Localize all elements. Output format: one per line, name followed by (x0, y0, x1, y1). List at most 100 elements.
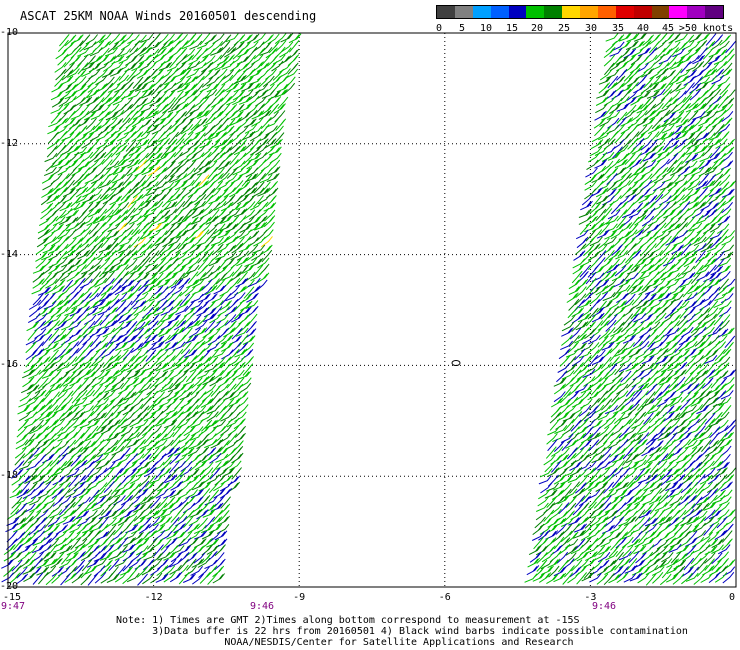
wind-barb (221, 60, 235, 70)
wind-barb (182, 264, 194, 277)
wind-barb (35, 251, 48, 262)
legend-swatch (508, 6, 527, 18)
wind-barb (38, 571, 49, 585)
wind-barb (165, 279, 178, 291)
wind-barb (654, 47, 666, 60)
wind-barb (173, 404, 186, 417)
wind-barb (595, 433, 608, 446)
wind-barb (691, 131, 703, 144)
wind-barb (681, 293, 693, 306)
wind-barb (81, 90, 93, 102)
wind-barb (574, 495, 586, 508)
wind-barb (188, 515, 202, 527)
note-line-3: NOAA/NESDIS/Center for Satellite Applica… (116, 637, 574, 648)
wind-barb (159, 516, 173, 527)
wind-barb (633, 32, 647, 42)
wind-barb (24, 411, 38, 422)
wind-barb (647, 370, 659, 383)
wind-barb (129, 425, 142, 438)
wind-barb (255, 229, 268, 242)
wind-barb (1, 572, 14, 583)
wind-barb (722, 571, 735, 584)
wind-barb (658, 341, 672, 353)
wind-barb (606, 172, 618, 185)
wind-barb (268, 41, 280, 54)
wind-barb (205, 284, 218, 296)
wind-barb (48, 349, 59, 363)
wind-barb (32, 536, 46, 546)
wind-barb (694, 335, 707, 347)
wind-barb (102, 327, 116, 338)
wind-barb (601, 208, 613, 221)
wind-barb (190, 383, 202, 396)
wind-barb (137, 228, 149, 242)
wind-barb (16, 573, 29, 585)
wind-barb (666, 104, 678, 117)
wind-barb (690, 271, 702, 285)
wind-barb (65, 216, 79, 227)
wind-barb (57, 314, 69, 327)
wind-barb (614, 502, 627, 514)
wind-barb (99, 489, 113, 499)
wind-barb (72, 411, 86, 421)
wind-barb (612, 222, 625, 233)
wind-barb (653, 277, 666, 289)
wind-barb (181, 320, 194, 333)
wind-barb (675, 130, 689, 141)
wind-barb (123, 341, 137, 352)
wind-barb (147, 398, 159, 411)
wind-barb (68, 320, 82, 331)
wind-barb (177, 551, 190, 564)
wind-barb (170, 510, 182, 523)
wind-barb (136, 68, 150, 79)
wind-barb (99, 313, 111, 326)
wind-barb (177, 236, 189, 250)
wind-barb (574, 482, 587, 494)
wind-barb (680, 48, 693, 59)
wind-barb (254, 221, 268, 231)
wind-barb (155, 362, 169, 372)
wind-barb (36, 502, 49, 513)
wind-barb (713, 55, 727, 65)
wind-barb (681, 376, 694, 388)
wind-barb (125, 446, 139, 457)
wind-barb (121, 419, 134, 429)
wind-barb (59, 33, 70, 47)
wind-barb (114, 306, 126, 319)
wind-barb (648, 495, 662, 505)
wind-barb (152, 272, 164, 285)
wind-barb (153, 529, 166, 542)
wind-barb (607, 439, 621, 449)
wind-barb (600, 313, 612, 326)
wind-barb (218, 160, 231, 171)
wind-barb (686, 139, 700, 150)
wind-barb (641, 446, 654, 457)
wind-barb (189, 362, 203, 373)
wind-barb (160, 390, 174, 401)
wind-barb (212, 243, 224, 256)
wind-barb (104, 249, 117, 262)
wind-barb (238, 321, 251, 334)
wind-barb (231, 467, 242, 480)
wind-barb (149, 432, 162, 444)
wind-barb (197, 557, 211, 568)
wind-barb (151, 215, 164, 226)
wind-barb (52, 467, 66, 477)
wind-barb (645, 285, 658, 295)
wind-barb (124, 130, 137, 142)
legend-label: 40 (636, 23, 650, 34)
wind-barb (605, 509, 618, 521)
wind-barb (47, 131, 59, 144)
wind-barb (82, 389, 95, 400)
wind-barb (243, 286, 255, 299)
wind-barb (563, 314, 576, 326)
wind-barb (660, 285, 672, 299)
wind-barb (109, 195, 123, 206)
wind-barb (233, 377, 245, 390)
wind-barb (142, 446, 154, 459)
wind-barb (281, 41, 294, 53)
wind-barb (177, 40, 189, 53)
wind-barb (614, 131, 626, 144)
wind-barb (169, 55, 180, 69)
wind-barb (226, 96, 240, 106)
